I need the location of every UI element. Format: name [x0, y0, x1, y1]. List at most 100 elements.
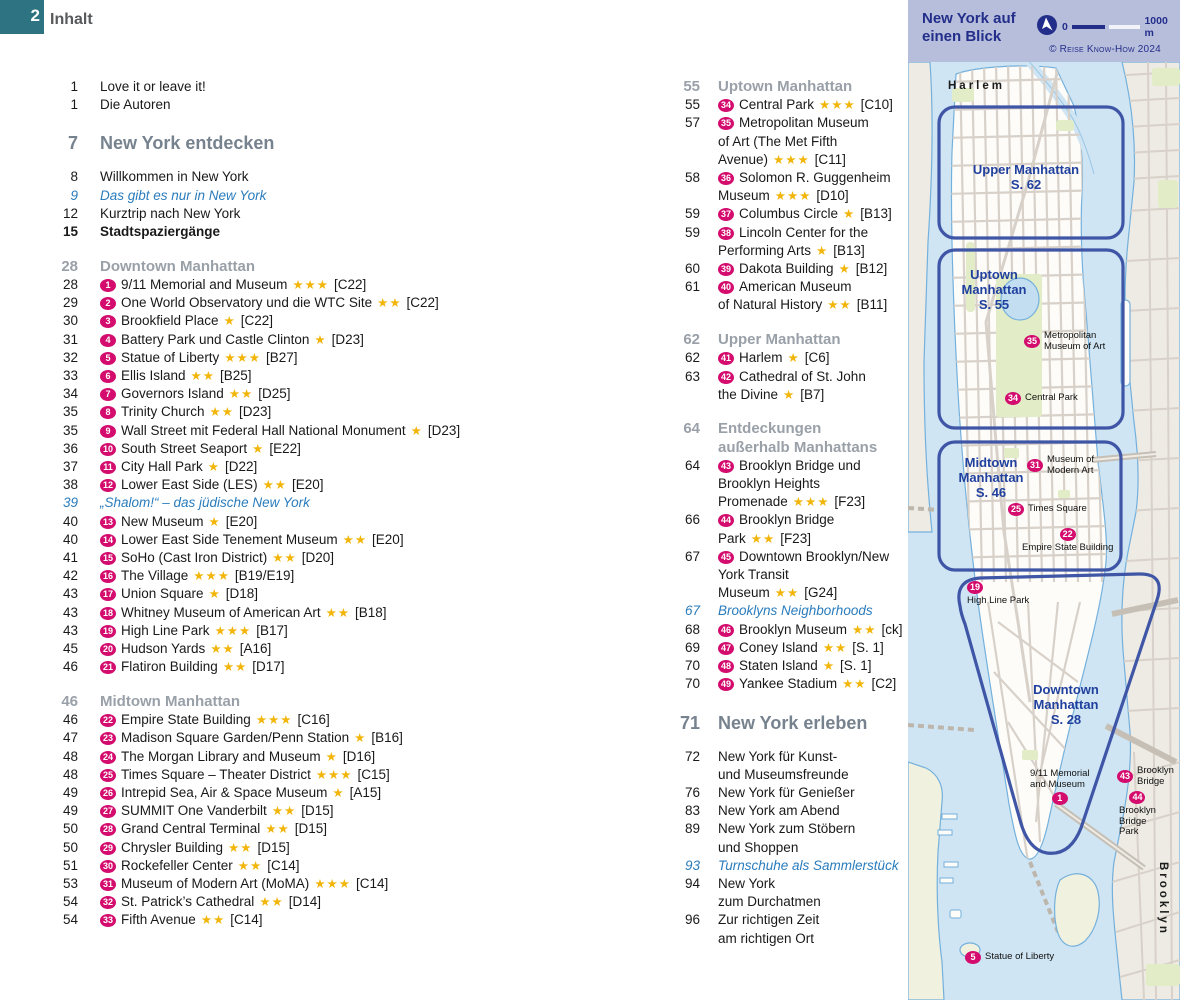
toc-row: 41 15 SoHo (Cast Iron District) ★★ [D20]	[30, 549, 644, 567]
toc-entry-text: 46 Brooklyn Museum ★★ [ck]	[718, 621, 904, 639]
map-marker: 19 High Line Park	[967, 581, 1029, 607]
rating-stars: ★★	[210, 641, 235, 656]
toc-row: 15 Stadtspaziergänge	[30, 223, 644, 241]
toc-page-number: 46	[61, 692, 78, 710]
poi-number-badge: 19	[967, 581, 983, 594]
grid-reference: [C15]	[357, 766, 390, 782]
map-marker-label: Statue of Liberty	[985, 951, 1055, 963]
poi-number-badge: 15	[100, 551, 116, 565]
toc-entry-text: 27 SUMMIT One Vanderbilt ★★ [D15]	[100, 802, 644, 820]
toc-page-number: 53	[62, 875, 78, 891]
grid-reference: [S. 1]	[840, 658, 872, 674]
toc-row: 66 44 Brooklyn Bridge Park ★★ [F23]	[648, 511, 904, 547]
toc-row: 42 16 The Village ★★★ [B19/E19]	[30, 567, 644, 585]
map-marker: 43 Brooklyn Bridge	[1117, 765, 1174, 787]
poi-number-badge: 10	[100, 442, 116, 456]
grid-reference: [C14]	[230, 912, 263, 928]
toc-row: 34 7 Governors Island ★★ [D25]	[30, 385, 644, 403]
map-header: New York auf einen Blick 0 1000 m © Reis…	[908, 0, 1180, 62]
poi-number-badge: 5	[100, 351, 116, 365]
poi-number-badge: 23	[100, 732, 116, 746]
grid-reference: [ck]	[881, 621, 903, 637]
toc-entry-text: New York am Abend	[718, 803, 840, 819]
grid-reference: [A16]	[239, 640, 272, 656]
rating-stars: ★	[314, 332, 327, 347]
grid-reference: [E22]	[269, 440, 301, 456]
toc-page-number: 42	[62, 568, 78, 584]
rating-stars: ★★★	[792, 495, 830, 510]
toc-page-number: 34	[62, 386, 78, 402]
poi-number-badge: 16	[100, 570, 116, 584]
poi-number-badge: 1	[100, 278, 116, 292]
toc-row: 47 23 Madison Square Garden/Penn Station ★[…	[30, 729, 644, 747]
toc-row: 68 46 Brooklyn Museum ★★ [ck]	[648, 621, 904, 639]
rating-stars: ★★★	[773, 152, 810, 167]
poi-number-badge: 27	[100, 805, 116, 819]
rating-stars: ★	[223, 314, 236, 329]
toc-row: 28 1 9/11 Memorial and Museum ★★★ [C22]	[30, 276, 644, 294]
toc-page-number: 64	[684, 457, 700, 473]
toc-entry-text: 12 Lower East Side (LES) ★★ [E20]	[100, 476, 644, 494]
toc-row: 60 39 Dakota Building ★ [B12]	[648, 260, 904, 278]
toc-page-number: 1	[70, 79, 78, 94]
toc-entry-text: Uptown Manhattan	[718, 78, 853, 95]
grid-reference: [S. 1]	[852, 639, 884, 655]
toc-entry-text: 41 Harlem ★ [C6]	[718, 349, 904, 367]
grid-reference: [D10]	[816, 188, 849, 204]
toc-row: 62 41 Harlem ★ [C6]	[648, 349, 904, 367]
grid-reference: [B13]	[860, 206, 892, 222]
toc-page-number: 60	[684, 261, 700, 277]
toc-entry-text: 48 Staten Island ★ [S. 1]	[718, 657, 904, 675]
rating-stars: ★	[838, 262, 851, 277]
toc-row: 36 10 South Street Seaport ★ [E22]	[30, 440, 644, 458]
map-marker: 5 Statue of Liberty	[965, 951, 1054, 964]
toc-page-number: 39	[62, 495, 78, 511]
toc-entry-text: 49 Yankee Stadium ★★ [C2]	[718, 675, 904, 693]
toc-entry-text: Midtown Manhattan	[100, 692, 240, 710]
poi-number-badge: 7	[100, 388, 116, 402]
poi-number-badge: 43	[1117, 770, 1133, 783]
toc-page-number: 31	[62, 331, 78, 347]
toc-entry-text: 42 Cathedral of St. John the Divine ★ [B7]	[718, 368, 866, 402]
toc-entry-text: 22 Empire State Building ★★★ [C16]	[100, 711, 644, 729]
toc-entry-text: 21 Flatiron Building ★★ [D17]	[100, 658, 644, 676]
toc-row: 1 Love it or leave it!	[30, 78, 644, 96]
toc-entry-text: Stadtspaziergänge	[100, 224, 221, 240]
toc-entry-text: Die Autoren	[100, 97, 171, 113]
rating-stars: ★★	[265, 822, 290, 837]
poi-number-badge: 34	[1005, 392, 1021, 405]
toc-entry-text: Love it or leave it!	[100, 79, 206, 94]
poi-number-badge: 33	[100, 914, 116, 928]
toc-row: 43 19 High Line Park ★★★ [B17]	[30, 622, 644, 640]
toc-row: 64 Entdeckungen außerhalb Manhattans	[648, 420, 904, 456]
toc-page-number: 32	[62, 349, 78, 365]
toc-page-number: 50	[62, 839, 78, 855]
toc-page-number: 49	[62, 803, 78, 819]
toc-page-number: 69	[684, 639, 700, 655]
toc-row: 40 13 New Museum ★ [E20]	[30, 513, 644, 531]
grid-reference: [C22]	[406, 295, 439, 311]
grid-reference: [C16]	[297, 712, 330, 728]
grid-reference: [D22]	[224, 458, 258, 474]
grid-reference: [C10]	[860, 97, 893, 113]
toc-row: 1 Die Autoren	[30, 96, 644, 114]
rating-stars: ★	[816, 243, 829, 258]
rating-stars: ★★	[827, 298, 852, 313]
toc-column-left: 1 Love it or leave it! 1 Die Autoren 7 New Yo…	[30, 78, 644, 930]
poi-number-badge: 11	[100, 460, 116, 474]
rating-stars: ★★★	[819, 98, 856, 113]
rating-stars: ★★	[271, 804, 297, 819]
toc-row: 62 Upper Manhattan	[648, 331, 904, 349]
map-scale: 0 1000 m © Reise Know-How 2024	[1036, 14, 1174, 55]
toc-row: 49 26 Intrepid Sea, Air & Space Museum ★ [A1…	[30, 784, 644, 802]
toc-entry-text: Das gibt es nur in New York	[100, 187, 267, 203]
poi-number-badge: 35	[1024, 335, 1040, 348]
poi-number-badge: 46	[718, 623, 734, 637]
rating-stars: ★★	[190, 368, 215, 383]
toc-row: 59 37 Columbus Circle ★ [B13]	[648, 205, 904, 223]
toc-entry-text: 34 Central Park ★★★ [C10]	[718, 96, 904, 114]
toc-entry-text: New York entdecken	[100, 133, 275, 154]
rating-stars: ★	[783, 387, 796, 402]
grid-reference: [B27]	[265, 349, 298, 365]
toc-page-number: 46	[62, 712, 78, 728]
